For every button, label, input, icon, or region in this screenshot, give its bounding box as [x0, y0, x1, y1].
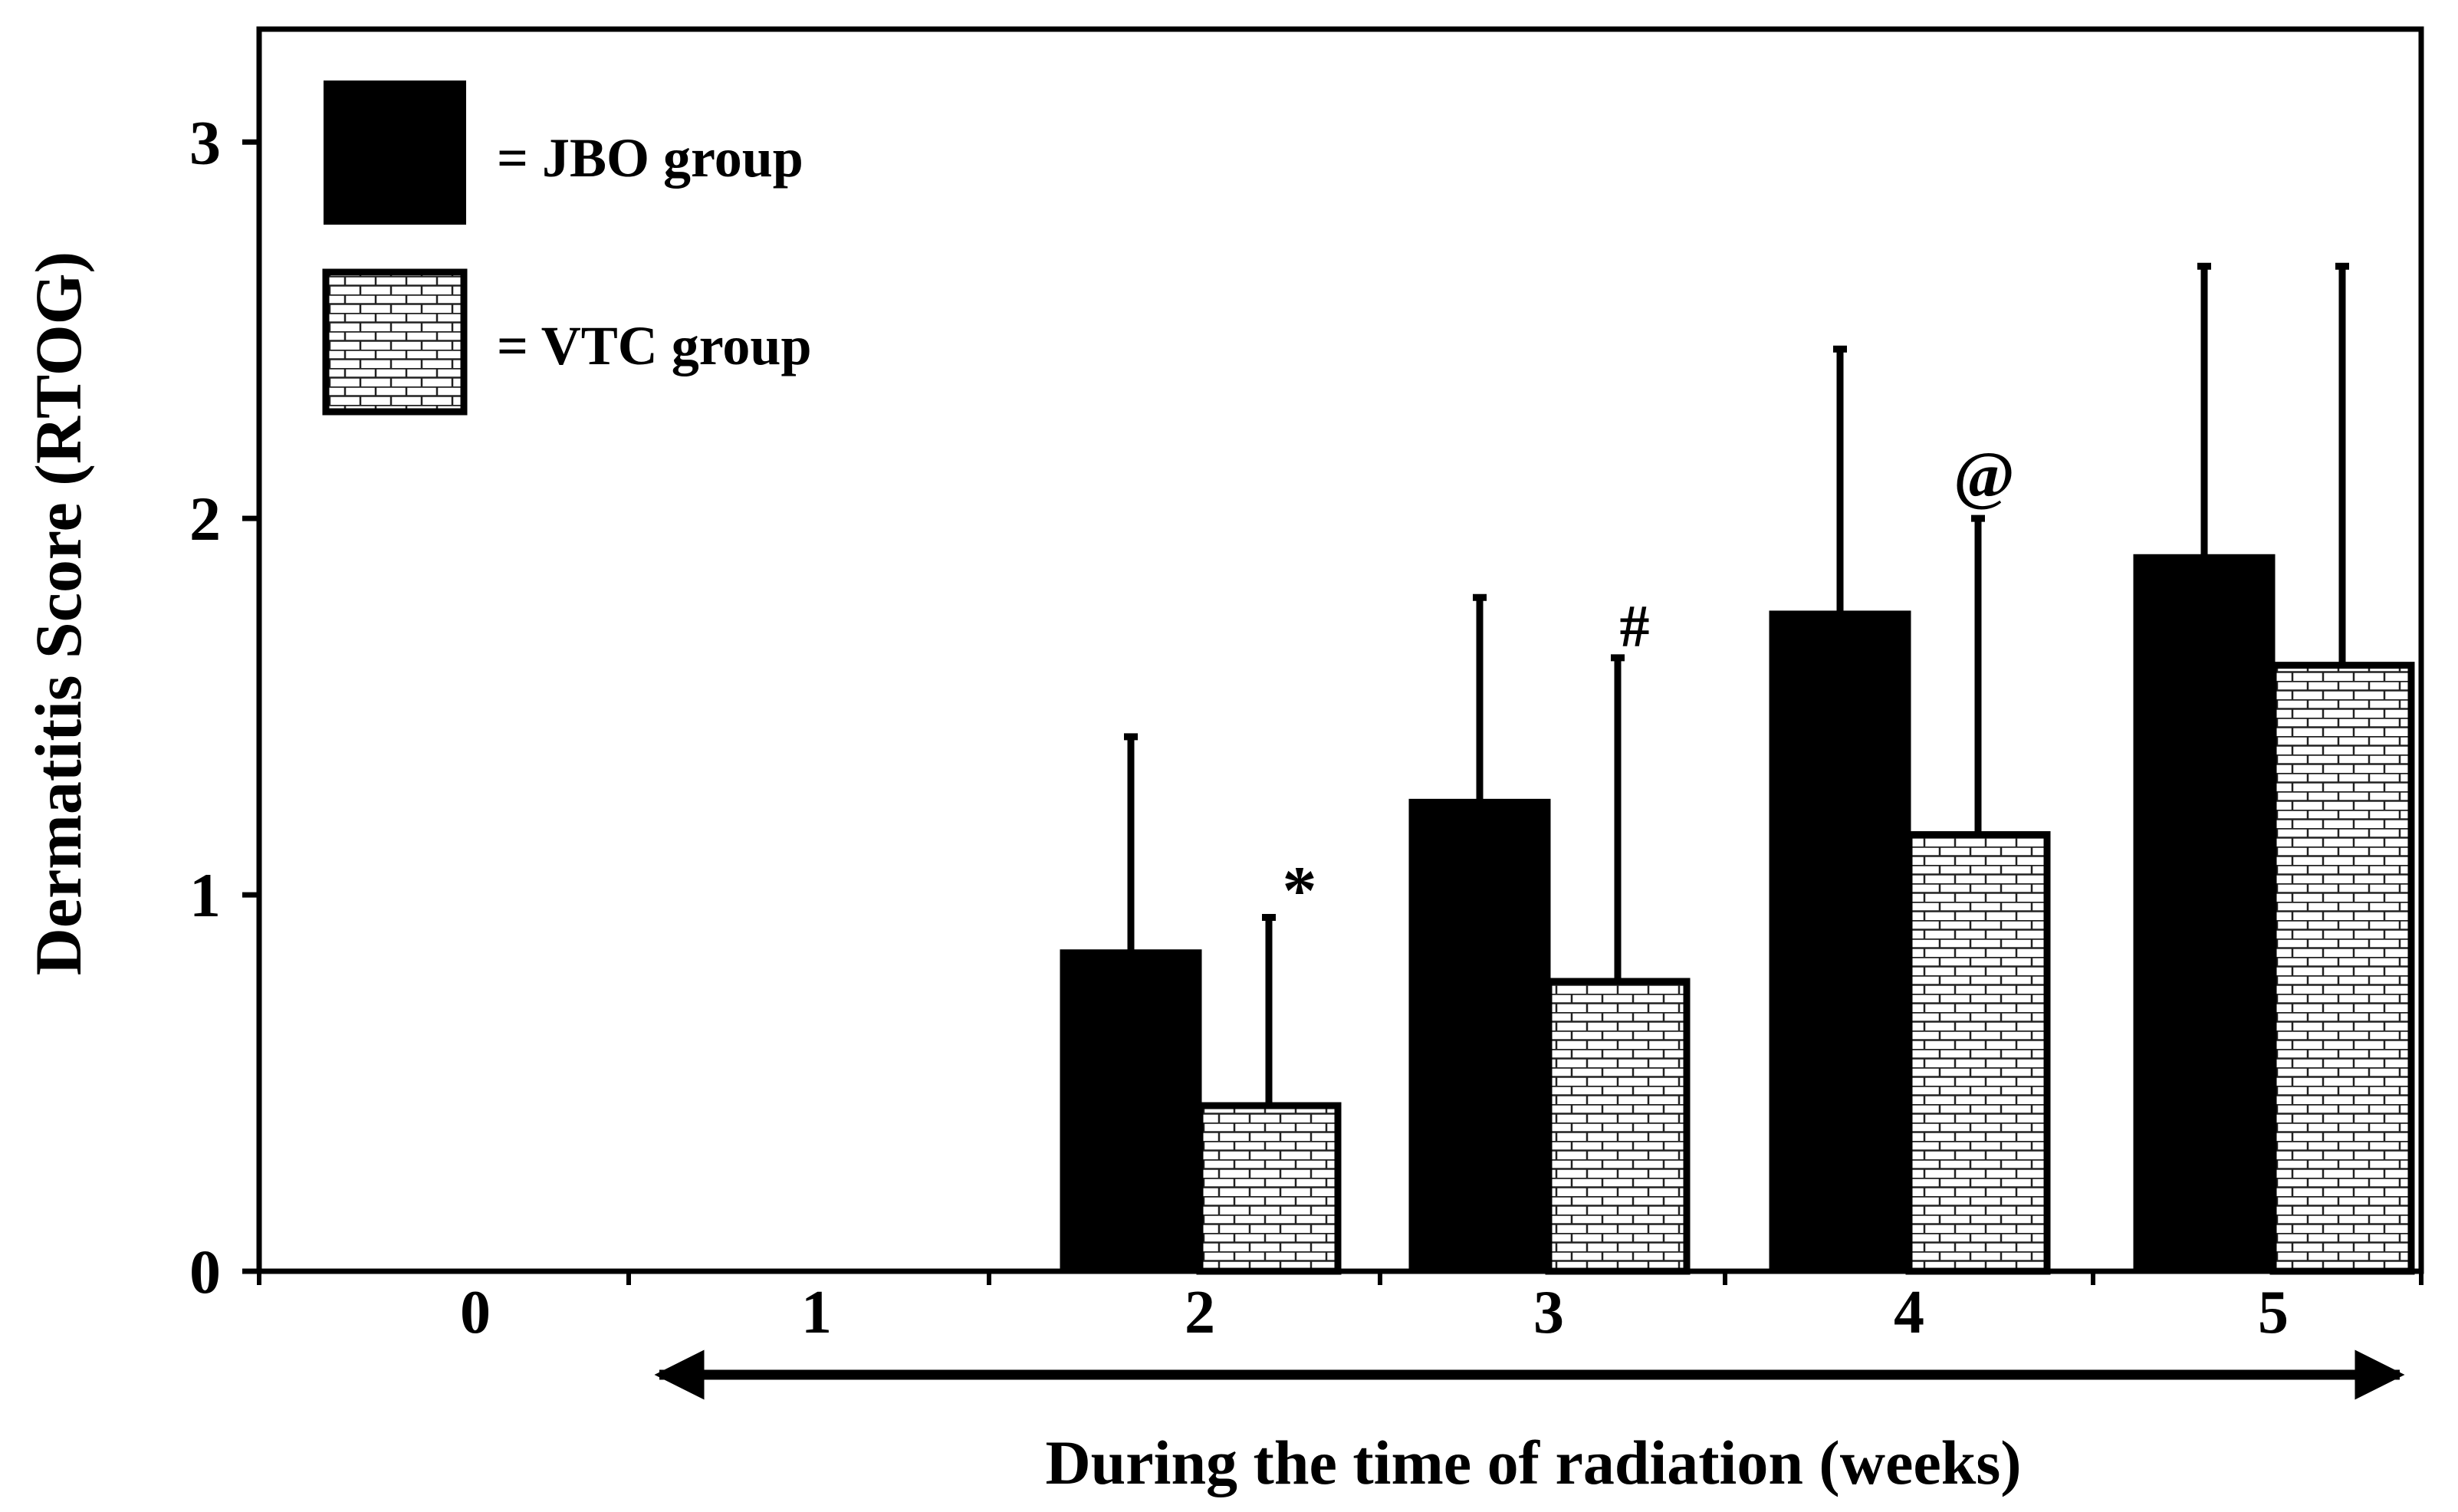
significance-annotation: * [1283, 853, 1317, 929]
bar-vtc-week-2 [1196, 1102, 1342, 1275]
significance-annotation: # [1620, 593, 1650, 659]
legend-label-vtc: = VTC group [497, 315, 811, 376]
legend-swatch-vtc [322, 268, 468, 416]
y-tick-label: 0 [189, 1237, 221, 1307]
legend-label-jbo: = JBO group [497, 127, 803, 189]
legend-swatch-jbo [324, 81, 466, 225]
x-tick-label: 5 [2258, 1279, 2289, 1346]
x-tick-label: 0 [460, 1279, 491, 1346]
x-tick-label: 3 [1533, 1279, 1564, 1346]
y-tick-label: 3 [189, 107, 221, 177]
bar-vtc-week-3 [1545, 978, 1691, 1275]
x-axis-title: During the time of radiation (weeks) [1045, 1428, 2021, 1497]
x-tick-label: 2 [1185, 1279, 1215, 1346]
y-tick-label: 2 [189, 484, 221, 554]
bar-jbo-week-3 [1408, 798, 1551, 1274]
legend: = JBO group = VTC group [322, 81, 811, 416]
bar-jbo-week-4 [1769, 610, 1911, 1274]
y-tick-label: 1 [189, 860, 221, 930]
y-axis-title: Dermatitis Score (RTOG) [21, 251, 95, 975]
plot-frame [256, 26, 2424, 1274]
bar-vtc-week-4 [1905, 831, 2051, 1275]
bar-vtc-week-5 [2269, 662, 2415, 1275]
bar-jbo-week-2 [1060, 949, 1202, 1274]
bar-jbo-week-5 [2133, 554, 2276, 1274]
x-tick-label: 4 [1894, 1279, 1924, 1346]
x-tick-label: 1 [801, 1279, 832, 1346]
significance-annotation: @ [1954, 438, 2015, 511]
